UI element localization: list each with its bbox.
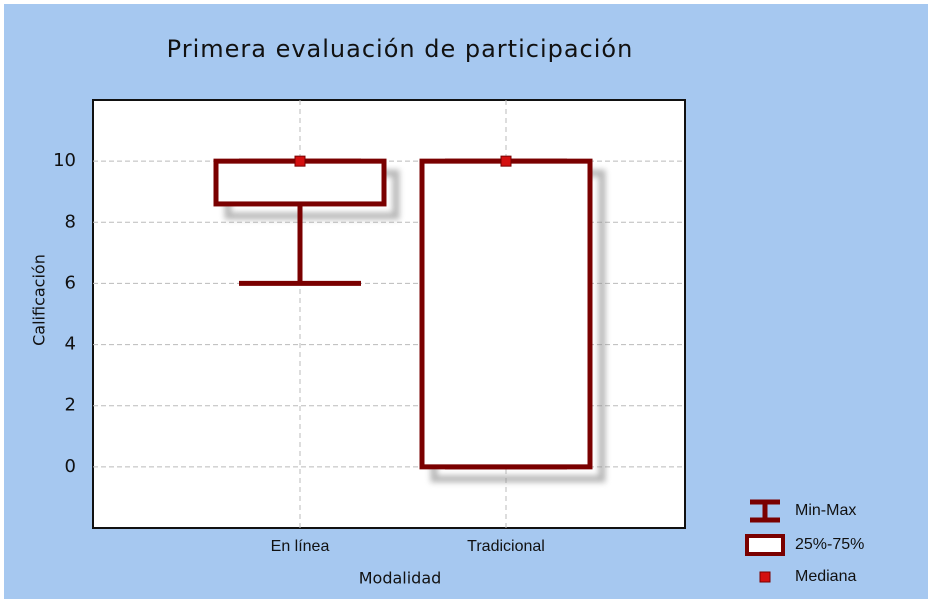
legend-label: Mediana [795,568,856,585]
legend-label: Min-Max [795,502,856,519]
box [213,158,387,207]
x-tick-label: Tradicional [467,538,545,555]
y-tick-label: 6 [65,272,76,293]
box [419,158,593,470]
legend-label: 25%-75% [795,536,864,553]
y-tick-label: 0 [65,456,76,477]
x-axis-title: Modalidad [359,569,442,588]
y-tick-label: 2 [65,395,76,416]
y-tick-label: 10 [53,150,76,171]
median [294,155,306,167]
legend-icon-box [745,534,785,556]
y-tick-label: 4 [65,334,76,355]
chart-title: Primera evaluación de participación [167,35,634,63]
x-tick-label: En línea [271,538,330,555]
y-axis-title: Calificación [30,254,49,346]
median [500,155,512,167]
y-tick-label: 8 [65,211,76,232]
plot-area [92,99,686,529]
legend-icon-median [759,571,771,583]
